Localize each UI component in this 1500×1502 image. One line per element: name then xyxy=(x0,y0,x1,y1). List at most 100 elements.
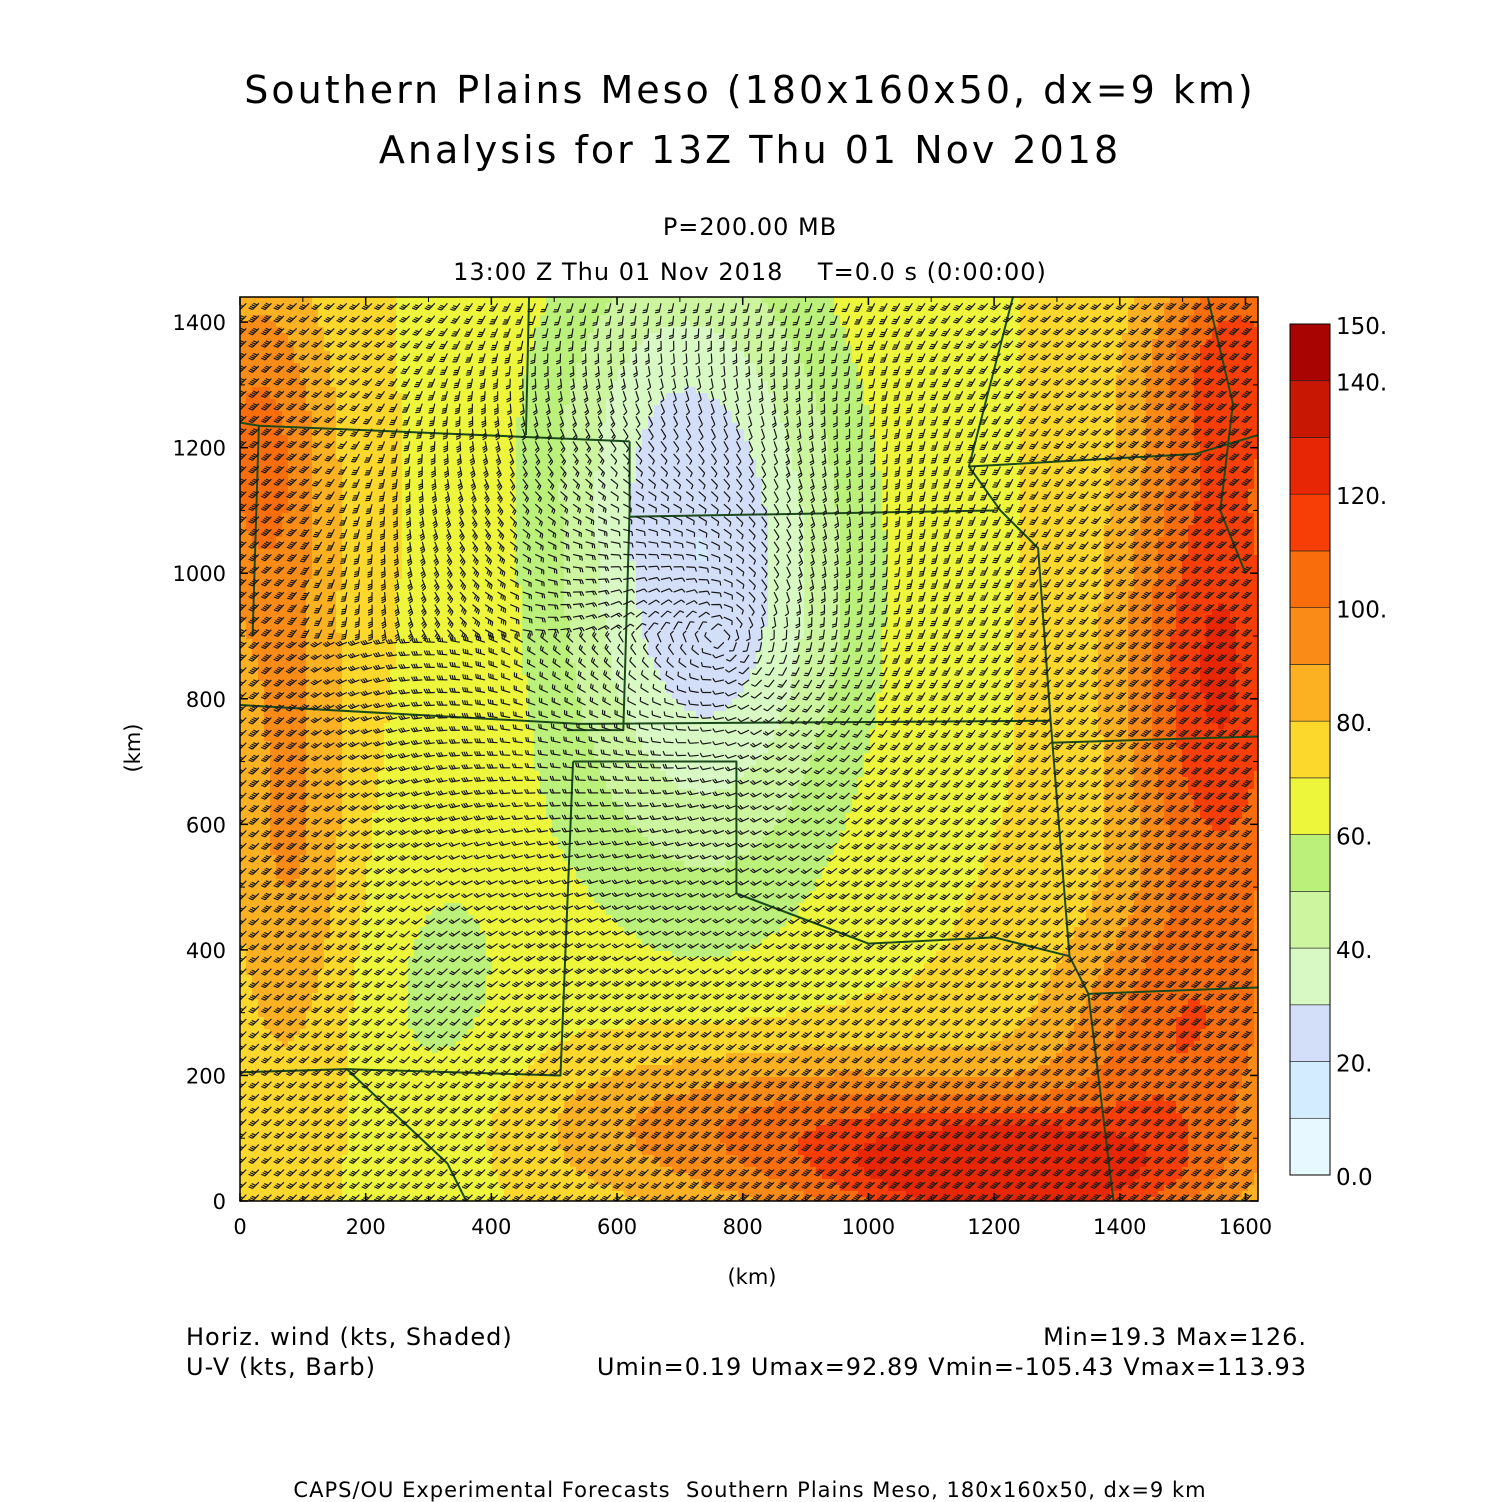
wind-barb xyxy=(360,677,373,684)
wind-barb xyxy=(537,1156,549,1164)
wind-barb xyxy=(851,968,863,976)
wind-barb xyxy=(488,673,498,681)
wind-barb xyxy=(663,1156,675,1164)
wind-barb xyxy=(1190,629,1202,637)
wind-barb xyxy=(805,642,813,653)
wind-barb xyxy=(574,1031,587,1039)
wind-barb xyxy=(838,1005,850,1013)
wind-barb xyxy=(685,491,694,502)
wind-barb xyxy=(712,816,725,822)
wind-barb xyxy=(901,1068,913,1077)
wind-barb xyxy=(1190,716,1202,725)
wind-barb xyxy=(474,1106,486,1114)
wind-barb xyxy=(807,617,813,629)
wind-barb xyxy=(411,1005,423,1014)
wind-barb xyxy=(801,1018,813,1026)
wind-barb xyxy=(398,714,410,721)
wind-barb xyxy=(639,696,649,706)
wind-barb xyxy=(858,504,864,516)
wind-barb xyxy=(1078,767,1089,776)
wind-barb xyxy=(750,867,762,874)
wind-barb xyxy=(1004,616,1014,626)
wind-barb xyxy=(967,503,976,514)
wind-barb xyxy=(1115,1005,1127,1014)
wind-barb xyxy=(461,1169,473,1177)
wind-barb xyxy=(979,654,989,664)
wind-barb xyxy=(1052,918,1064,926)
wind-barb xyxy=(660,565,673,571)
wind-barb xyxy=(431,491,437,504)
wind-barb xyxy=(323,1156,335,1164)
wind-barb xyxy=(410,829,423,835)
wind-barb xyxy=(1115,917,1127,926)
wind-barb xyxy=(864,1043,876,1051)
wind-barb xyxy=(952,943,964,951)
wind-barb xyxy=(433,591,440,604)
wind-barb xyxy=(838,867,850,875)
wind-barb xyxy=(906,491,913,502)
wind-barb xyxy=(1103,654,1114,663)
wind-barb xyxy=(1052,1018,1064,1026)
wind-barb xyxy=(484,503,491,516)
wind-barb xyxy=(366,541,373,553)
wind-barb xyxy=(802,692,813,701)
wind-barb xyxy=(561,917,574,923)
wind-barb xyxy=(674,955,687,962)
wind-barb xyxy=(1203,1043,1215,1051)
wind-barb xyxy=(989,1143,1001,1152)
wind-barb xyxy=(1178,1131,1190,1139)
wind-barb xyxy=(1002,1194,1014,1201)
wind-barb xyxy=(901,1081,913,1089)
wind-barb xyxy=(736,553,745,564)
wind-barb xyxy=(394,617,400,629)
wind-barb xyxy=(587,1181,599,1190)
wind-barb xyxy=(736,604,744,615)
wind-barb xyxy=(380,541,386,553)
wind-barb xyxy=(660,588,673,593)
wind-barb xyxy=(876,968,888,976)
wind-barb xyxy=(449,1056,461,1064)
wind-barb xyxy=(876,855,888,863)
wind-barb xyxy=(372,677,385,683)
wind-barb xyxy=(1103,717,1114,725)
wind-barb xyxy=(561,942,574,949)
wind-barb xyxy=(648,565,660,571)
wind-barb xyxy=(810,541,816,554)
wind-barb xyxy=(512,1081,524,1089)
wind-barb xyxy=(762,817,775,824)
wind-barb xyxy=(310,679,323,686)
wind-barb xyxy=(1241,541,1253,549)
wind-barb xyxy=(853,679,863,689)
wind-barb xyxy=(436,918,448,925)
wind-barb xyxy=(374,1068,385,1077)
wind-barb xyxy=(335,767,348,774)
wind-barb xyxy=(808,592,814,604)
wind-barb xyxy=(989,1181,1001,1190)
wind-barb xyxy=(699,930,712,937)
wind-barb xyxy=(575,1194,587,1201)
wind-barb xyxy=(737,993,750,1000)
wind-barb xyxy=(1228,817,1240,825)
wind-barb xyxy=(927,1156,938,1164)
wind-barb xyxy=(939,1168,951,1177)
wind-barb xyxy=(560,553,570,562)
wind-barb xyxy=(786,554,792,566)
wind-barb xyxy=(1078,503,1089,512)
wind-barb xyxy=(260,855,272,863)
wind-barb xyxy=(952,1194,964,1201)
wind-barb xyxy=(1140,604,1152,612)
wind-barb xyxy=(787,842,800,849)
wind-barb xyxy=(839,754,850,763)
wind-barb xyxy=(448,892,461,899)
wind-barb xyxy=(723,528,732,539)
wind-barb xyxy=(1165,917,1177,926)
wind-barb xyxy=(801,1143,813,1152)
wind-barb xyxy=(1153,528,1165,537)
wind-barb xyxy=(1153,1156,1165,1164)
wind-barb xyxy=(347,652,360,659)
wind-barb xyxy=(273,528,285,537)
wind-barb xyxy=(1065,742,1077,751)
wind-barb xyxy=(876,1005,888,1014)
wind-barb xyxy=(624,866,637,872)
wind-barb xyxy=(635,622,647,631)
